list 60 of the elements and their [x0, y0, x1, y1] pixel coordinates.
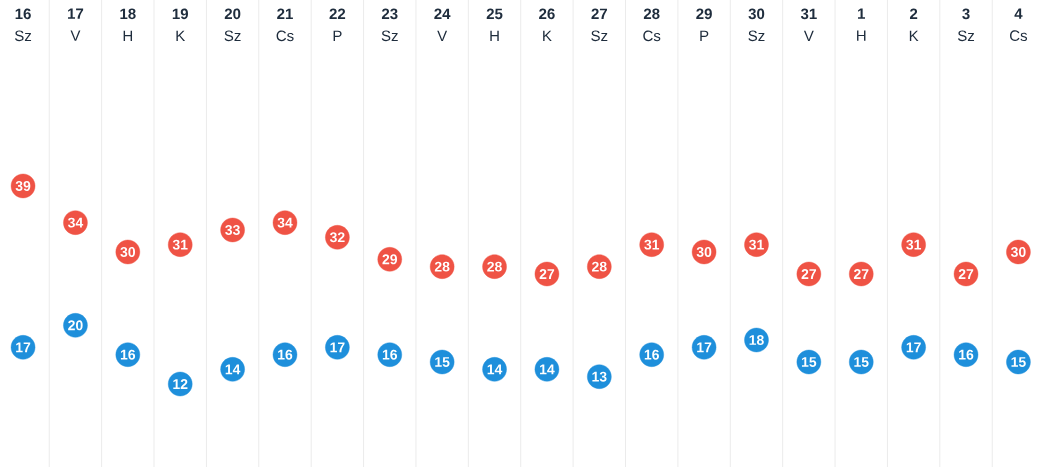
x-tick-label: 16 Sz [14, 8, 32, 42]
data-label: 27 [801, 269, 817, 279]
data-label: 31 [644, 239, 660, 250]
x-tick-label: 31 V [800, 8, 817, 41]
x-tick-label: 29 P [696, 8, 712, 41]
data-label: 13 [592, 371, 607, 382]
data-label: 15 [854, 357, 869, 367]
data-label: 30 [120, 247, 136, 257]
data-label: 16 [959, 349, 974, 360]
x-tick-label: 30 Sz [748, 8, 765, 42]
data-label: 17 [697, 342, 712, 353]
x-tick-label: 27 Sz [591, 8, 608, 42]
x-tick-label: 21 Cs [276, 8, 294, 42]
data-label: 20 [68, 320, 83, 331]
data-label: 31 [749, 239, 764, 250]
data-label: 28 [487, 261, 502, 272]
x-tick-label: 3 Sz [957, 8, 975, 42]
x-tick-label: 24 V [434, 8, 451, 41]
data-label: 15 [435, 357, 450, 367]
x-tick-label: 19 K [172, 8, 188, 41]
data-label: 29 [382, 254, 398, 265]
data-label: 16 [120, 349, 136, 360]
data-label: 34 [277, 217, 293, 228]
data-label: 14 [225, 364, 241, 375]
data-label: 27 [958, 269, 974, 279]
data-label: 17 [906, 342, 921, 353]
data-label: 30 [1010, 247, 1026, 257]
data-label: 16 [644, 349, 659, 360]
x-tick-label: 22 P [329, 8, 346, 41]
data-label: 32 [329, 232, 345, 243]
data-label: 17 [330, 342, 345, 353]
x-tick-label: 1 H [857, 8, 866, 41]
data-label: 12 [173, 379, 188, 389]
x-tick-label: 25 H [486, 8, 503, 41]
x-tick-label: 23 Sz [381, 8, 398, 42]
data-label: 14 [487, 364, 503, 375]
data-label: 14 [540, 364, 555, 375]
x-tick-label: 26 K [539, 8, 555, 41]
data-label: 31 [172, 239, 188, 250]
data-label: 17 [16, 342, 31, 353]
data-label: 16 [382, 349, 398, 360]
x-tick-label: 18 H [120, 8, 136, 41]
data-label: 27 [539, 269, 555, 279]
data-label: 16 [278, 349, 293, 360]
data-label: 27 [853, 269, 869, 279]
x-tick-label: 20 Sz [224, 8, 241, 42]
data-label: 28 [592, 261, 607, 272]
data-label: 18 [749, 335, 764, 345]
data-label: 39 [15, 180, 31, 191]
x-tick-label: 28 Cs [643, 8, 661, 42]
data-label: 33 [225, 225, 240, 235]
x-tick-label: 17 V [68, 8, 84, 41]
data-label: 34 [67, 217, 84, 228]
x-tick-label: 2 K [909, 8, 919, 41]
data-label: 30 [696, 247, 712, 257]
data-label: 31 [906, 239, 922, 250]
data-label: 15 [801, 357, 817, 367]
data-label: 28 [434, 261, 450, 272]
data-label: 15 [1011, 357, 1026, 367]
x-tick-label: 4 Cs [1010, 8, 1028, 41]
